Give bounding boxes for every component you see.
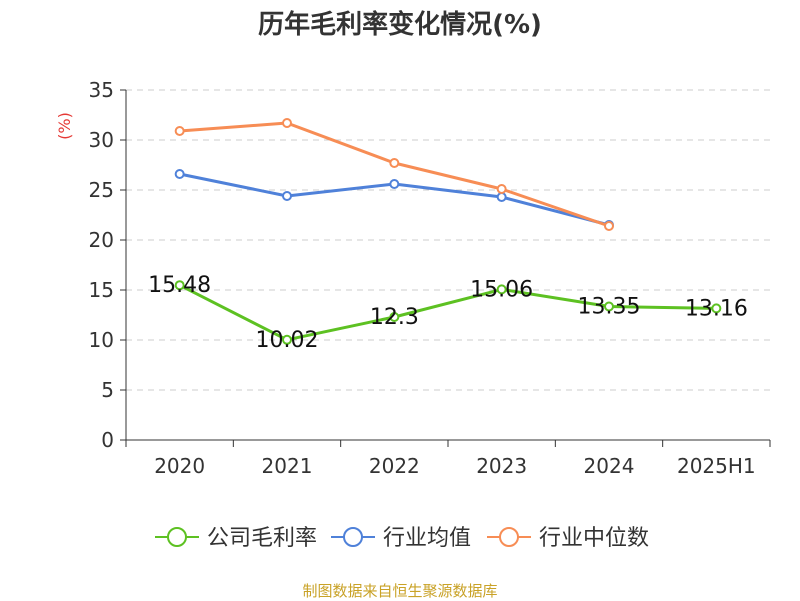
x-tick-label: 2022 <box>369 454 420 478</box>
x-tick-label: 2023 <box>476 454 527 478</box>
data-point <box>496 192 507 202</box>
y-tick-label: 0 <box>101 428 114 452</box>
x-tick-label: 2024 <box>584 454 635 478</box>
series-line <box>179 121 610 228</box>
legend-marker <box>343 527 363 547</box>
axes: 0 5 10 15 20 25 30 35 2020 2021 2022 2023 2024 2025H1… <box>55 78 771 478</box>
legend: 公司毛利率 行业均值 行业中位数 <box>155 526 649 551</box>
data-point <box>282 334 292 345</box>
legend-label: 行业均值 <box>383 526 471 551</box>
source-note: 制图数据来自恒生聚源数据库 <box>302 582 498 600</box>
data-point <box>282 118 292 128</box>
data-point <box>389 158 400 168</box>
grid-lines <box>126 89 770 391</box>
x-tick-label: 2025H1 <box>677 454 756 478</box>
data-labels: 15.48 10.02 12.3 15.06 13.35 13.16 <box>148 273 748 353</box>
legend-label: 行业中位数 <box>539 526 649 551</box>
series-line <box>178 283 717 342</box>
data-label: 13.16 <box>685 296 748 321</box>
data-point <box>604 221 614 231</box>
legend-item: 公司毛利率 <box>155 526 317 551</box>
data-point <box>174 169 185 179</box>
y-tick-label: 30 <box>89 128 114 152</box>
data-point <box>496 284 507 295</box>
data-label: 15.48 <box>148 273 211 298</box>
series-lines <box>174 118 722 345</box>
y-tick-label: 35 <box>89 78 114 102</box>
data-point <box>389 179 400 189</box>
y-tick-label: 20 <box>89 228 114 252</box>
data-point <box>174 280 185 291</box>
y-tick-label: 5 <box>101 378 114 402</box>
data-point <box>604 301 614 312</box>
y-tick-label: 10 <box>89 328 114 352</box>
data-point <box>496 184 507 194</box>
data-label: 12.3 <box>370 305 419 330</box>
y-axis-label: (%) <box>55 112 74 140</box>
x-tick-label: 2021 <box>262 454 313 478</box>
data-label: 10.02 <box>256 328 319 353</box>
legend-label: 公司毛利率 <box>207 526 317 551</box>
legend-marker <box>167 527 187 547</box>
legend-marker <box>499 527 519 547</box>
legend-item: 行业中位数 <box>487 526 649 551</box>
x-tick-label: 2020 <box>154 454 205 478</box>
data-point <box>389 312 400 322</box>
legend-item: 行业均值 <box>331 526 471 551</box>
chart-title: 历年毛利率变化情况(%) <box>258 10 542 40</box>
data-label: 13.35 <box>578 295 641 320</box>
data-point <box>282 191 292 201</box>
data-point <box>711 303 722 314</box>
data-point <box>174 126 185 136</box>
y-tick-label: 15 <box>89 278 114 302</box>
data-label: 15.06 <box>470 277 533 302</box>
y-tick-label: 25 <box>89 178 114 202</box>
